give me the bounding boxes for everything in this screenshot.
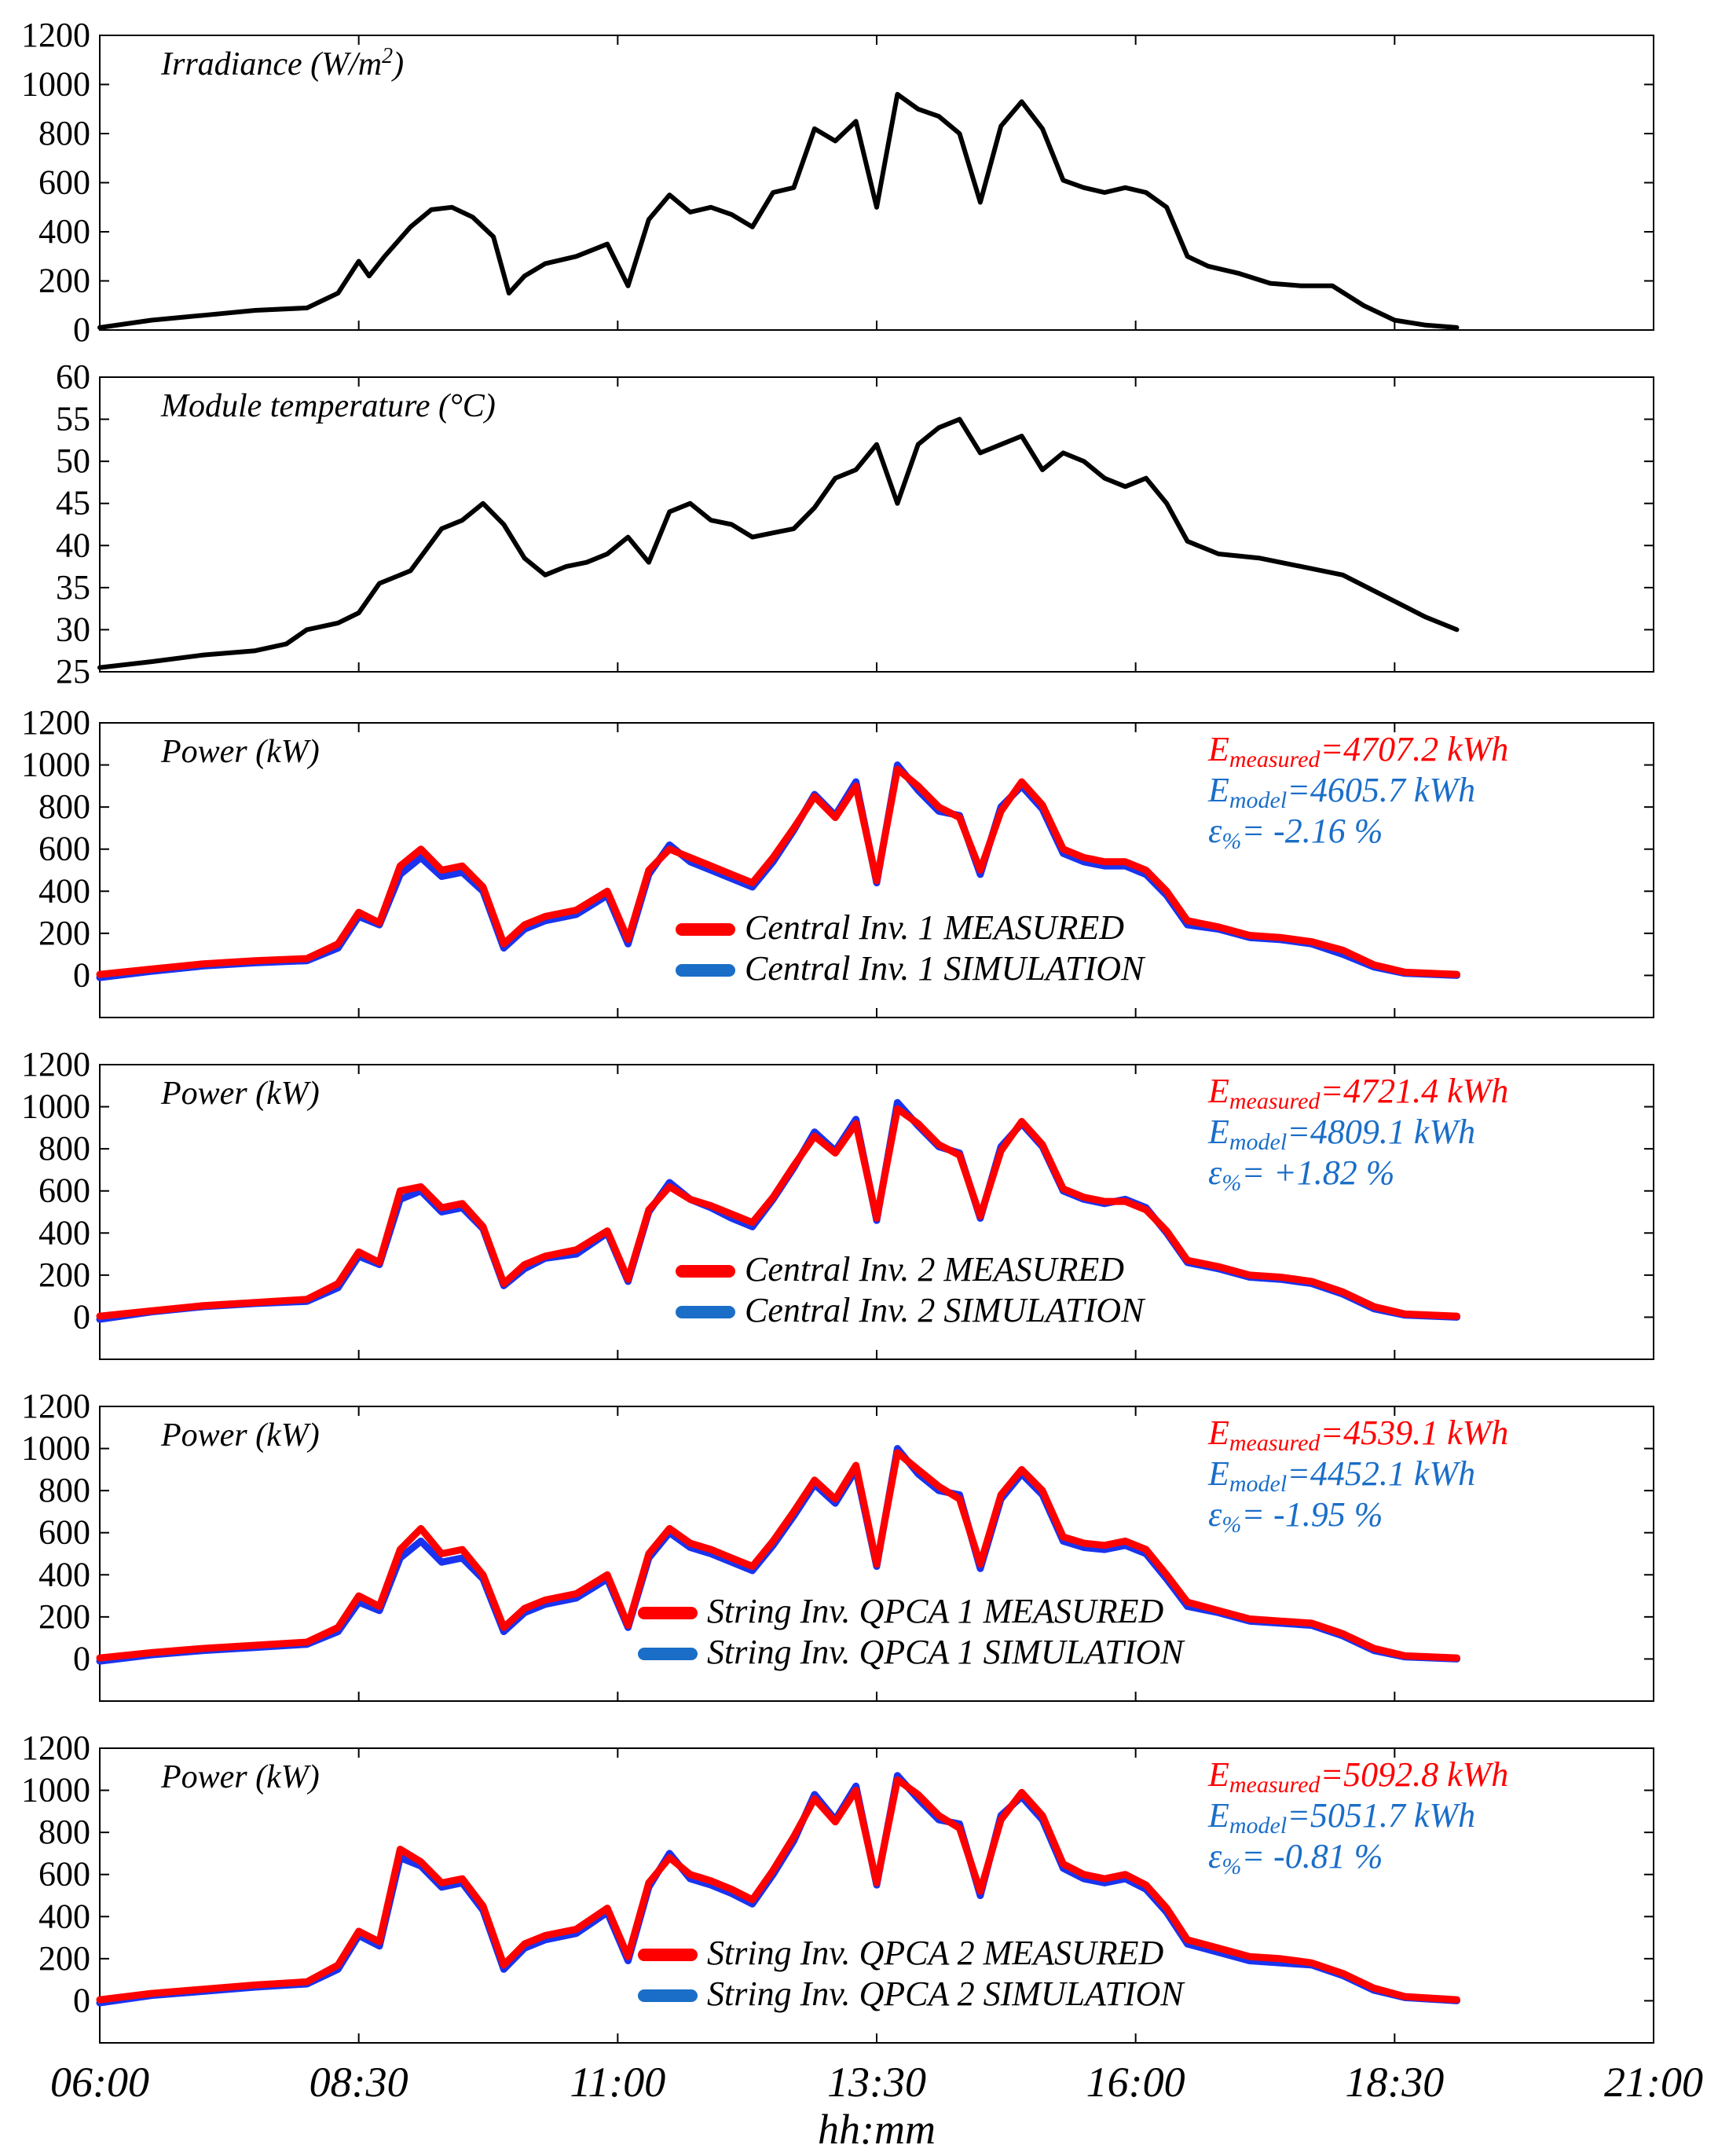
y-tick-label: 40 [56,526,90,564]
y-tick-label: 30 [56,610,90,648]
legend-label: Central Inv. 1 MEASURED [745,908,1124,947]
x-tick-label: 18:30 [1345,2059,1444,2106]
legend-label: String Inv. QPCA 2 MEASURED [707,1934,1164,1972]
x-axis-label: hh:mm [818,2106,936,2153]
y-tick-label: 200 [38,1256,90,1294]
panel-title: Power (kW) [160,1417,320,1454]
y-tick-label: 200 [38,914,90,952]
stat-e-measured: Emeasured=5092.8 kWh [1207,1755,1508,1798]
x-tick-label: 08:30 [310,2059,408,2106]
y-tick-label: 1000 [21,1087,90,1126]
series-line [97,92,1460,330]
shared-x-axis: 06:00 08:30 11:00 13:30 16:00 18:30 21:00 hh:mm [50,2059,1703,2153]
series-line [97,416,1460,670]
stat-error: ε%= +1.82 % [1208,1153,1394,1196]
y-tick-label: 0 [73,1297,90,1336]
x-tick-label: 21:00 [1604,2059,1703,2106]
y-tick-label: 50 [56,442,90,480]
y-tick-label: 60 [56,358,90,396]
y-tick-label: 35 [56,568,90,607]
stat-e-model: Emodel=4452.1 kWh [1207,1454,1475,1497]
series-line [96,765,1460,978]
series-line [96,1105,1460,1320]
stat-e-model: Emodel=5051.7 kWh [1207,1796,1475,1839]
y-tick-label: 1200 [21,1387,90,1425]
y-tick-label: 600 [38,830,90,868]
y-tick-label: 55 [56,400,90,438]
x-tick-label: 13:30 [827,2059,926,2106]
legend-label: Central Inv. 2 SIMULATION [745,1291,1146,1329]
stat-error: ε%= -1.95 % [1208,1495,1383,1538]
stat-e-measured: Emeasured=4707.2 kWh [1207,730,1508,772]
stat-e-model: Emodel=4605.7 kWh [1207,771,1475,813]
stat-e-model: Emodel=4809.1 kWh [1207,1113,1475,1155]
y-tick-label: 200 [38,1597,90,1636]
y-tick-label: 1200 [21,703,90,742]
stat-error: ε%= -2.16 % [1208,812,1383,854]
y-tick-label: 1200 [21,1729,90,1767]
y-tick-label: 0 [73,1639,90,1678]
y-tick-label: 400 [38,1555,90,1593]
x-tick-label: 06:00 [50,2059,149,2106]
series-line [96,1776,1460,2004]
panel-title: Module temperature (°C) [160,388,496,424]
legend-label: String Inv. QPCA 1 MEASURED [707,1592,1164,1630]
stat-e-measured: Emeasured=4721.4 kWh [1207,1072,1508,1114]
y-tick-label: 800 [38,1471,90,1509]
x-tick-label: 11:00 [570,2059,665,2106]
y-tick-label: 600 [38,1513,90,1552]
y-tick-label: 600 [38,163,90,202]
y-tick-label: 45 [56,484,90,522]
y-tick-label: 800 [38,1129,90,1168]
y-tick-label: 1000 [21,65,90,104]
panel-title: Irradiance (W/m2) [160,44,404,83]
y-tick-label: 200 [38,262,90,300]
y-tick-label: 800 [38,787,90,826]
stat-e-measured: Emeasured=4539.1 kWh [1207,1414,1508,1456]
y-tick-label: 400 [38,212,90,251]
x-tick-label: 16:00 [1086,2059,1185,2106]
y-tick-label: 0 [73,310,90,349]
y-tick-label: 600 [38,1172,90,1210]
legend-label: String Inv. QPCA 2 SIMULATION [707,1974,1185,2013]
y-tick-label: 400 [38,1897,90,1935]
y-tick-label: 1000 [21,746,90,784]
y-tick-label: 1000 [21,1429,90,1468]
y-tick-label: 400 [38,1213,90,1252]
y-tick-label: 800 [38,114,90,152]
y-tick-label: 25 [56,652,90,691]
legend-label: Central Inv. 2 MEASURED [745,1250,1124,1289]
series-line [96,1449,1460,1662]
y-tick-label: 200 [38,1939,90,1978]
panel-title: Power (kW) [160,1759,320,1795]
y-tick-label: 0 [73,1981,90,2019]
y-tick-label: 0 [73,955,90,994]
y-tick-label: 800 [38,1813,90,1851]
y-tick-label: 1200 [21,1045,90,1084]
y-tick-label: 1200 [21,16,90,54]
panel-irradiance: 0 200 400 600 800 1000 1200 Irradiance (W/m2) [21,16,1654,349]
legend-label: Central Inv. 1 SIMULATION [745,949,1146,988]
y-tick-label: 1000 [21,1771,90,1810]
panel-title: Power (kW) [160,734,320,770]
legend-label: String Inv. QPCA 1 SIMULATION [707,1633,1185,1671]
y-tick-label: 600 [38,1855,90,1894]
y-tick-label: 400 [38,871,90,910]
stat-error: ε%= -0.81 % [1208,1837,1383,1879]
panel-title: Power (kW) [160,1076,320,1112]
